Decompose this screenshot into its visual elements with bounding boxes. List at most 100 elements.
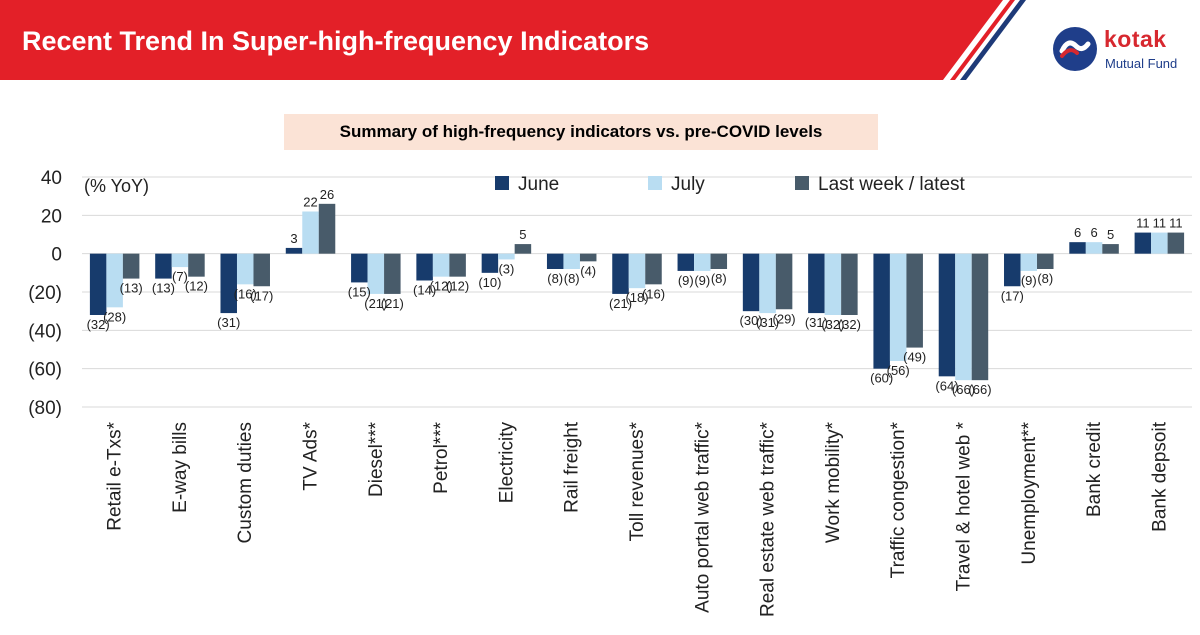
data-label: 6 [1074,225,1081,240]
axis-layer: 40 20 0 (20) (40) (60) (80) (% YoY) Retail e-Txs… [28,168,1170,617]
data-label: (12) [185,279,208,294]
legend-label: Last week / latest [818,174,966,195]
data-label: (30) [740,313,763,328]
bar [1167,232,1185,254]
bar [498,253,515,260]
data-label: (4) [580,263,596,278]
bar [1020,253,1038,271]
bar [873,253,890,369]
data-label: (8) [1037,271,1053,286]
data-label: (31) [805,315,828,330]
page-title: Recent Trend In Super-high-frequency Ind… [22,26,650,56]
data-label: (29) [773,311,796,326]
data-label: 26 [320,187,334,202]
x-tick-label: Electricity [496,422,517,504]
bar [546,253,564,269]
data-label: 11 [1136,216,1150,231]
bar [742,253,760,312]
bar [1004,253,1021,287]
data-label: (31) [756,315,779,330]
y-tick-label: 40 [41,168,62,189]
bar [89,253,107,315]
data-label: (56) [887,363,910,378]
bar [563,253,580,269]
data-label: (49) [903,350,926,365]
bar [906,253,923,348]
x-tick-label: Toll revenues* [627,421,648,541]
data-label: (7) [172,269,188,284]
x-tick-label: Rail freight [562,421,583,513]
data-label: (9) [694,273,710,288]
bar [1069,242,1086,254]
bar [122,253,140,279]
bar [432,253,450,277]
data-label: 22 [303,195,317,210]
data-label: (12) [430,279,453,294]
legend-swatch [495,176,509,190]
data-label: (8) [711,271,727,286]
bar [351,253,368,283]
x-tick-label: Retail e-Txs* [105,421,126,530]
bar [824,253,842,315]
label-layer: (32)(28)(13) (13)(7)(12)(31)(16)(17)32226… [87,187,1183,397]
bar [253,253,270,287]
x-tick-label: TV Ads* [301,421,322,490]
bar [889,253,907,361]
data-label: (17) [250,288,273,303]
data-label: 5 [519,227,526,242]
bar [106,253,123,308]
data-label: (64) [935,378,958,393]
bar [612,253,629,294]
y-tick-label: 0 [51,245,62,266]
data-label: (32) [821,317,844,332]
bar [677,253,695,271]
bar [1151,232,1168,254]
bar [841,253,858,315]
bar [938,253,956,377]
legend-swatch [648,176,662,190]
bar [416,253,433,281]
data-label: 3 [290,231,297,246]
data-label: 11 [1153,216,1167,231]
x-tick-label: Work mobility* [823,421,844,543]
banner-red-stripe [943,0,1010,80]
bar [694,253,711,271]
x-tick-label: Custom duties [235,422,256,543]
legend: June July Last week / latest [495,174,966,195]
data-label: (28) [103,309,126,324]
x-tick-label: Unemployment** [1019,421,1040,564]
kotak-logo-icon [1053,27,1097,71]
bar [318,203,336,254]
grid-layer [82,176,1192,408]
bar [1037,253,1054,269]
legend-label: June [518,174,559,195]
legend-swatch [795,176,809,190]
data-label: 6 [1090,225,1097,240]
banner-blue-stripe [960,0,1026,80]
y-tick-label: (80) [28,398,62,419]
y-tick-label: (40) [28,321,62,342]
bar-layer [89,203,1185,381]
data-label: (14) [413,283,436,298]
y-axis-label: (% YoY) [84,176,149,196]
data-label: (18) [625,290,648,305]
data-label: (16) [642,286,665,301]
bar [1085,242,1103,254]
bar [1102,244,1119,254]
data-label: (21) [381,296,404,311]
x-tick-label: Traffic congestion* [888,421,909,578]
data-label: (9) [1021,273,1037,288]
bar [759,253,776,314]
data-label: (8) [564,271,580,286]
data-label: 11 [1169,216,1183,231]
data-label: (32) [838,317,861,332]
bar [645,253,662,285]
data-label: 5 [1107,227,1114,242]
data-label: (21) [364,296,387,311]
bar [302,211,319,254]
y-tick-label: (20) [28,283,62,304]
data-label: (32) [87,317,110,332]
logo-subtitle: Mutual Fund [1105,56,1178,71]
bar [188,253,205,277]
x-tick-label: Travel & hotel web * [953,421,974,591]
